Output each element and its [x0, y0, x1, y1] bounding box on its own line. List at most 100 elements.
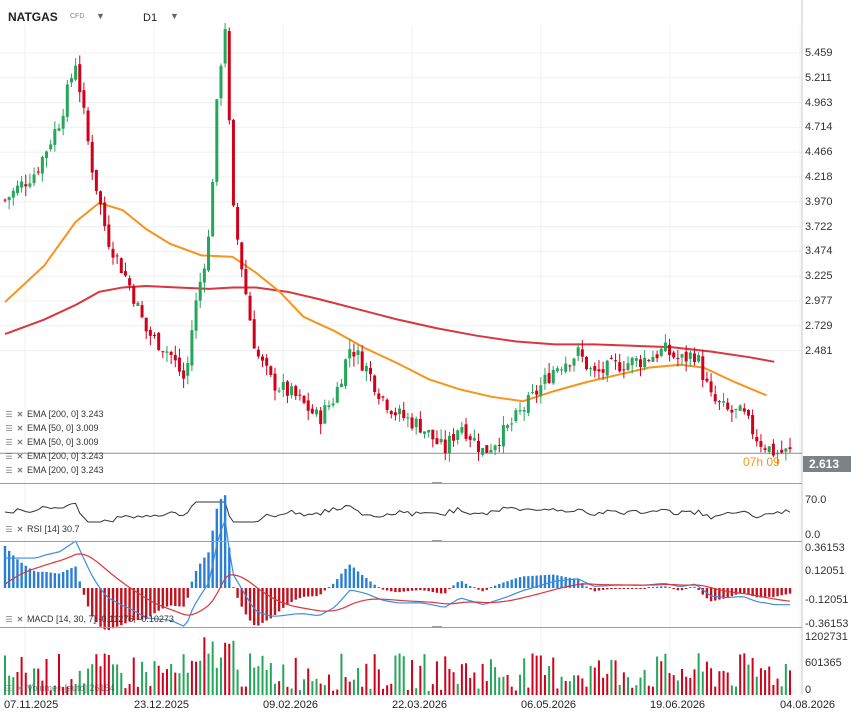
price-axis-label: 2.977 — [805, 295, 833, 307]
settings-icon[interactable]: ☰ — [5, 423, 13, 433]
volume-bar — [390, 683, 393, 695]
close-icon[interactable]: ✕ — [16, 437, 24, 447]
macd-histogram-bar — [568, 577, 572, 588]
macd-histogram-bar — [169, 588, 173, 606]
volume-bar — [460, 664, 463, 695]
macd-histogram-bar — [352, 567, 356, 588]
volume-bar — [377, 669, 380, 695]
x-axis-label: 06.05.2026 — [521, 699, 577, 711]
candle-body — [165, 351, 169, 353]
macd-histogram-bar — [157, 588, 160, 611]
macd-histogram-bar — [772, 588, 775, 598]
macd-histogram-bar — [489, 587, 493, 588]
price-pane-resize-handle[interactable] — [432, 482, 442, 484]
macd-histogram-bar — [244, 588, 248, 615]
macd-histogram-bar — [502, 582, 505, 588]
settings-icon[interactable]: ☰ — [5, 524, 13, 534]
close-icon[interactable]: ✕ — [16, 465, 24, 475]
macd-histogram-bar — [232, 587, 235, 588]
close-icon[interactable]: ✕ — [16, 409, 24, 419]
price-axis-label: 3.970 — [805, 195, 833, 208]
settings-icon[interactable]: ☰ — [5, 614, 13, 624]
macd-histogram-bar — [743, 588, 746, 594]
volume-bar — [41, 680, 44, 695]
volume-bar — [186, 672, 189, 695]
symbol-name[interactable]: NATGAS — [8, 10, 58, 24]
candle-body — [369, 367, 373, 375]
candle-body — [510, 423, 514, 425]
close-icon[interactable]: ✕ — [16, 451, 24, 461]
candle-body — [240, 242, 244, 270]
volume-bar — [568, 681, 571, 695]
macd-histogram-bar — [581, 583, 584, 588]
volume-bar — [402, 656, 405, 695]
volume-bar — [273, 683, 276, 695]
volume-bar — [735, 686, 738, 695]
candle-body — [99, 191, 103, 205]
settings-icon[interactable]: ☰ — [5, 437, 13, 447]
candle-body — [614, 360, 618, 362]
settings-icon[interactable]: ☰ — [5, 409, 13, 419]
close-icon[interactable]: ✕ — [16, 423, 24, 433]
macd-histogram-bar — [360, 574, 364, 588]
macd-histogram-bar — [714, 588, 717, 601]
macd-axis-bottom: -0.36153 — [805, 618, 849, 630]
close-icon[interactable]: ✕ — [16, 614, 24, 624]
volume-bar — [124, 688, 127, 695]
candle-body — [128, 278, 132, 286]
candle-body — [335, 386, 339, 403]
ema200-line — [4, 284, 775, 363]
macd-histogram-bar — [390, 588, 393, 592]
candle-body — [231, 119, 235, 206]
candle-body — [493, 445, 497, 451]
volume-bar — [45, 658, 48, 695]
volume-bar — [726, 672, 729, 695]
ema-legend-row: ☰ ✕ EMA [50, 0] 3.009 — [5, 422, 98, 434]
rsi-pane-resize-handle[interactable] — [432, 540, 442, 542]
candle-body — [327, 405, 331, 408]
close-icon[interactable]: ✕ — [16, 683, 24, 693]
x-axis-label: 07.11.2025 — [4, 699, 59, 711]
macd-histogram-bar — [207, 552, 210, 588]
ema-label: EMA [200, 0] 3.243 — [27, 451, 104, 461]
settings-icon[interactable]: ☰ — [5, 465, 13, 475]
volume-bar — [57, 654, 60, 695]
symbol-type: CFD — [70, 13, 85, 20]
settings-icon[interactable]: ☰ — [5, 683, 13, 693]
volume-bar — [253, 667, 256, 695]
volume-bar — [564, 681, 567, 695]
macd-histogram-bar — [477, 588, 480, 590]
rsi-axis-70: 70.0 — [805, 494, 827, 506]
candle-body — [663, 342, 667, 352]
macd-histogram-bar — [522, 576, 526, 588]
candle-body — [261, 356, 265, 361]
volume-bar — [444, 656, 447, 695]
macd-histogram-bar — [564, 577, 567, 588]
rsi-pane-separator[interactable] — [0, 541, 802, 542]
timeframe-selector[interactable]: D1 — [143, 12, 158, 24]
macd-histogram-bar — [697, 588, 700, 590]
candle-body — [248, 295, 252, 321]
macd-histogram-bar — [589, 588, 592, 590]
macd-histogram-bar — [132, 588, 135, 621]
candle-body — [265, 358, 269, 366]
symbol-chevron-down-icon[interactable]: ▼ — [96, 11, 105, 21]
volume-bar — [111, 664, 114, 695]
macd-histogram-bar — [16, 559, 19, 588]
price-pane-separator[interactable] — [0, 483, 802, 484]
volume-bar — [398, 653, 401, 695]
settings-icon[interactable]: ☰ — [5, 451, 13, 461]
macd-pane-separator[interactable] — [0, 627, 802, 628]
volume-bar — [178, 673, 181, 695]
timeframe-chevron-down-icon[interactable]: ▼ — [170, 11, 179, 21]
candle-body — [107, 224, 111, 247]
candle-body — [580, 349, 584, 357]
close-icon[interactable]: ✕ — [16, 524, 24, 534]
macd-pane-resize-handle[interactable] — [432, 626, 442, 628]
current-price-tag: 2.613 — [803, 456, 851, 472]
candle-body — [94, 169, 98, 191]
candle-body — [638, 359, 642, 368]
volume-bar — [336, 689, 339, 695]
volume-bar — [593, 667, 596, 695]
